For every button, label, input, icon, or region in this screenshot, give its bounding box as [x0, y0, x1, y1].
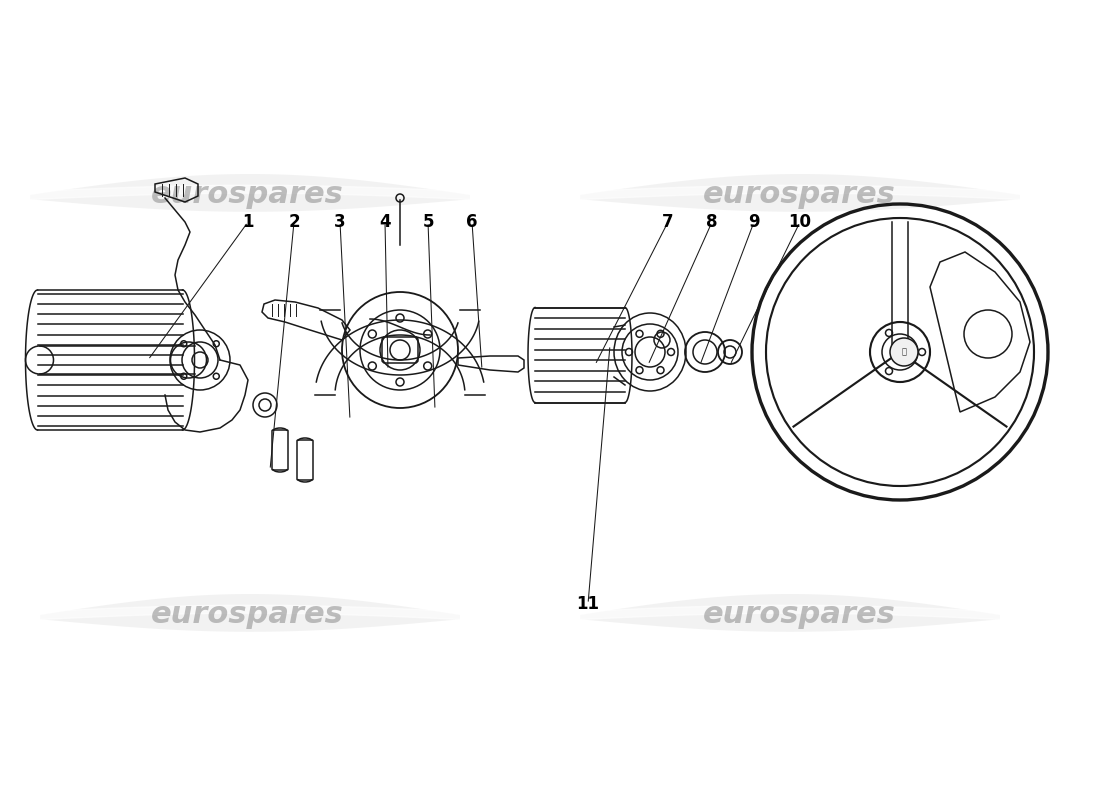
Polygon shape [580, 594, 1000, 632]
Text: 4: 4 [379, 213, 390, 231]
Polygon shape [40, 594, 460, 632]
Text: 11: 11 [576, 595, 600, 613]
Text: 8: 8 [706, 213, 717, 231]
Text: 3: 3 [334, 213, 345, 231]
Text: 9: 9 [748, 213, 760, 231]
Text: eurospares: eurospares [151, 180, 344, 209]
Text: eurospares: eurospares [151, 600, 344, 629]
Circle shape [890, 338, 918, 366]
Polygon shape [30, 174, 470, 212]
Text: 6: 6 [466, 213, 477, 231]
Text: 5: 5 [422, 213, 433, 231]
Text: eurospares: eurospares [703, 600, 896, 629]
Text: 7: 7 [662, 213, 674, 231]
Text: 1: 1 [242, 213, 254, 231]
Text: eurospares: eurospares [703, 180, 896, 209]
Text: 🐂: 🐂 [902, 347, 906, 357]
Polygon shape [580, 174, 1020, 212]
Text: 10: 10 [789, 213, 812, 231]
Text: 2: 2 [288, 213, 300, 231]
